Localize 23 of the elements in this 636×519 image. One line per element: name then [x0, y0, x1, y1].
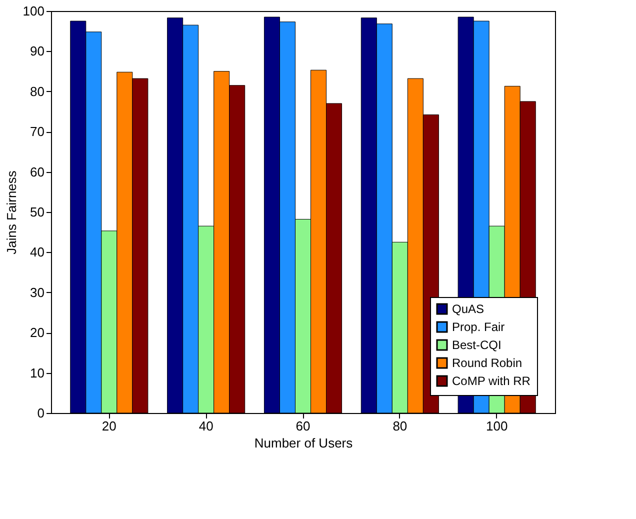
y-tick-label: 80	[30, 84, 44, 99]
x-tick-label: 20	[102, 418, 116, 434]
x-tick-label: 60	[296, 418, 310, 434]
y-tick-label: 0	[37, 406, 44, 420]
legend-label: CoMP with RR	[452, 374, 531, 388]
y-tick-label: 40	[30, 244, 44, 260]
legend-label: QuAS	[452, 302, 484, 316]
y-tick-label: 60	[30, 164, 44, 180]
y-tick-label: 50	[30, 204, 44, 220]
x-tick-label: 80	[392, 418, 408, 434]
y-tick-label: 70	[30, 124, 44, 140]
legend-label: Round Robin	[452, 356, 522, 370]
y-tick-label: 30	[30, 284, 44, 300]
x-axis-title: Number of Users	[254, 436, 354, 450]
y-axis-title: Jains Fairness	[4, 170, 19, 254]
x-tick-label: 40	[198, 418, 214, 434]
legend-label: Best-CQI	[452, 338, 502, 352]
y-tick-label: 20	[30, 325, 44, 340]
y-tick-label: 90	[30, 44, 44, 59]
x-tick-label: 100	[486, 418, 508, 434]
y-tick-label: 100	[22, 4, 44, 18]
legend-label: Prop. Fair	[452, 320, 505, 334]
y-tick-label: 10	[30, 365, 44, 380]
